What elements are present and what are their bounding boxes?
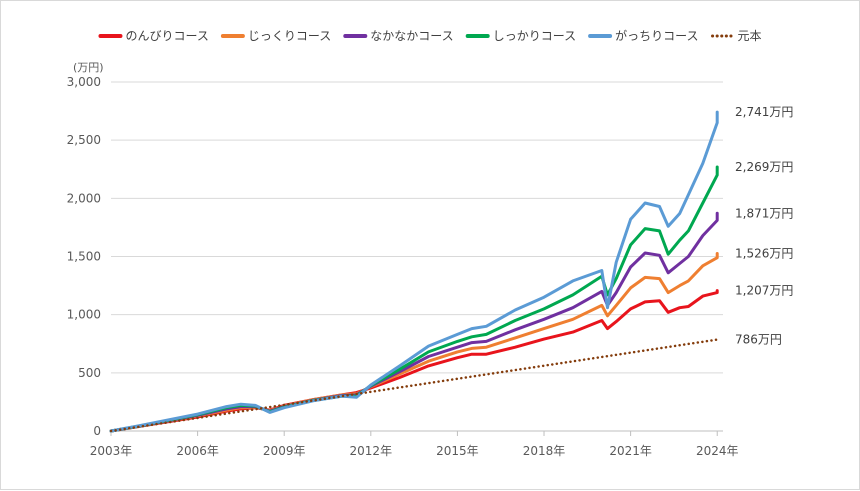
y-tick-label-0: 0 xyxy=(93,424,101,438)
end-label-4: 2,741万円 xyxy=(735,105,793,119)
y-axis-ticks: 0 500 1,000 1,500 2,000 2,500 3,000 xyxy=(67,75,101,438)
x-tick-label-2003: 2003年 xyxy=(90,444,133,458)
series-line-1 xyxy=(109,252,719,433)
x-tick-label-2021: 2021年 xyxy=(609,444,652,458)
y-tick-label-2500: 2,500 xyxy=(67,133,101,147)
legend: のんびりコース じっくりコース なかなかコース しっかりコース がっちりコース 元本 xyxy=(98,28,762,43)
end-label-3: 2,269万円 xyxy=(735,160,793,174)
x-tick-label-2015: 2015年 xyxy=(436,444,479,458)
end-label-2: 1,871万円 xyxy=(735,206,793,220)
series-line-4 xyxy=(109,110,719,433)
x-axis: 2003年 2006年 2009年 2012年 2015年 2018年 2021年 2024年 xyxy=(90,431,739,458)
y-tick-label-3000: 3,000 xyxy=(67,75,101,89)
series-line-2 xyxy=(109,211,719,433)
y-axis-unit: (万円) xyxy=(73,61,104,74)
legend-label-1: じっくりコース xyxy=(248,29,331,43)
x-tick-label-2018: 2018年 xyxy=(523,444,566,458)
y-tick-label-500: 500 xyxy=(78,366,101,380)
end-label-1: 1,526万円 xyxy=(735,246,793,260)
x-tick-label-2009: 2009年 xyxy=(263,444,306,458)
end-labels: 2,741万円 2,269万円 1,871万円 1,526万円 1,207万円 786万円 xyxy=(735,105,793,346)
legend-label-4: がっちりコース xyxy=(615,28,698,43)
x-tick-label-2012: 2012年 xyxy=(350,444,393,458)
legend-label-0: のんびりコース xyxy=(125,29,208,43)
series-line-3 xyxy=(109,165,719,433)
end-label-5: 786万円 xyxy=(735,333,782,347)
y-tick-label-1000: 1,000 xyxy=(67,308,101,322)
y-tick-label-2000: 2,000 xyxy=(67,191,101,205)
legend-label-2: なかなかコース xyxy=(370,29,453,43)
series-line-5 xyxy=(109,338,719,433)
x-tick-label-2024: 2024年 xyxy=(696,444,739,458)
y-tick-label-1500: 1,500 xyxy=(67,250,101,264)
x-tick-label-2006: 2006年 xyxy=(176,444,219,458)
end-label-0: 1,207万円 xyxy=(735,284,793,298)
legend-label-3: しっかりコース xyxy=(493,29,576,43)
legend-label-5: 元本 xyxy=(738,29,762,43)
gridlines xyxy=(111,81,723,432)
series-lines xyxy=(109,110,719,433)
